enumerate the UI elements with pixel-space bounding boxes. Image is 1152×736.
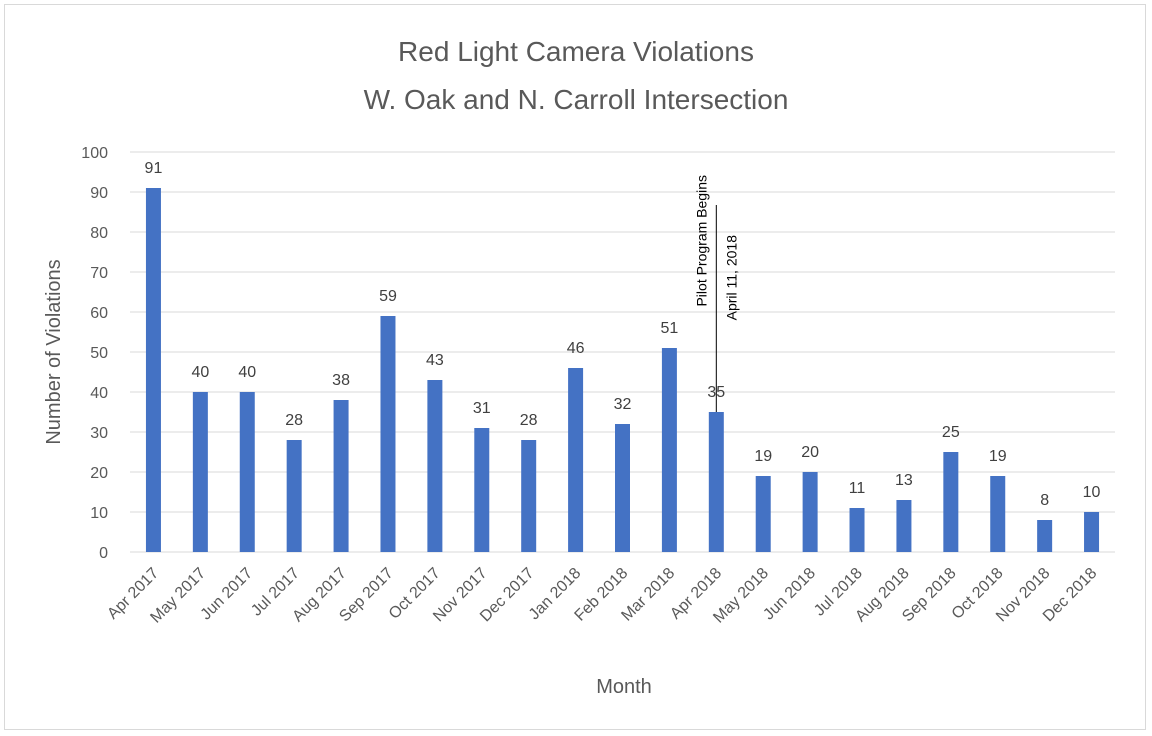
data-label: 43 bbox=[426, 352, 444, 369]
annotation-text-line-2: April 11, 2018 bbox=[723, 235, 739, 321]
bar bbox=[661, 348, 677, 552]
bars bbox=[145, 188, 1100, 552]
data-label: 51 bbox=[661, 320, 679, 337]
data-label: 46 bbox=[567, 340, 585, 357]
y-axis-title: Number of Violations bbox=[43, 259, 65, 444]
y-tick-label: 70 bbox=[90, 265, 108, 282]
y-tick-label: 40 bbox=[90, 385, 108, 402]
y-axis-ticks: 0 10 20 30 40 50 60 70 80 90 100 bbox=[81, 145, 108, 562]
data-label: 59 bbox=[379, 288, 397, 305]
bar bbox=[333, 400, 349, 552]
bar bbox=[802, 472, 818, 552]
data-label: 19 bbox=[754, 448, 772, 465]
bar bbox=[615, 424, 630, 552]
bar bbox=[849, 508, 865, 552]
data-label: 31 bbox=[473, 400, 491, 417]
chart-title-line-1: Red Light Camera Violations bbox=[398, 36, 754, 67]
bar bbox=[1037, 520, 1053, 552]
data-label: 91 bbox=[145, 160, 163, 177]
bar bbox=[145, 188, 161, 552]
y-tick-label: 90 bbox=[90, 185, 108, 202]
bar bbox=[192, 392, 208, 552]
data-label: 28 bbox=[520, 412, 538, 429]
data-label: 13 bbox=[895, 472, 913, 489]
data-label: 10 bbox=[1083, 484, 1101, 501]
y-tick-label: 10 bbox=[90, 505, 108, 522]
data-label: 20 bbox=[801, 444, 819, 461]
data-label: 19 bbox=[989, 448, 1007, 465]
y-tick-label: 80 bbox=[90, 225, 108, 242]
data-label: 25 bbox=[942, 424, 960, 441]
bar bbox=[1084, 512, 1100, 552]
data-label: 11 bbox=[849, 480, 866, 497]
y-tick-label: 50 bbox=[90, 345, 108, 362]
data-label: 28 bbox=[285, 412, 303, 429]
x-tick-label: Jun 2017 bbox=[198, 565, 257, 624]
data-label: 32 bbox=[614, 396, 632, 413]
annotation-text-line-1: Pilot Program Begins bbox=[693, 175, 709, 307]
chart-title-line-2: W. Oak and N. Carroll Intersection bbox=[364, 84, 789, 115]
data-label: 38 bbox=[332, 372, 350, 389]
bar bbox=[943, 452, 959, 552]
x-tick-label: Jun 2018 bbox=[760, 565, 819, 624]
bar bbox=[568, 368, 584, 552]
bar bbox=[521, 440, 537, 552]
pilot-program-annotation: Pilot Program Begins April 11, 2018 bbox=[693, 175, 739, 412]
bar bbox=[427, 380, 443, 552]
bar bbox=[239, 392, 255, 552]
bar bbox=[896, 500, 912, 552]
y-tick-label: 20 bbox=[90, 465, 108, 482]
y-tick-label: 60 bbox=[90, 305, 108, 322]
data-label: 40 bbox=[191, 364, 209, 381]
bar bbox=[755, 476, 771, 552]
y-tick-label: 0 bbox=[99, 545, 108, 562]
bar bbox=[286, 440, 302, 552]
data-label: 40 bbox=[238, 364, 256, 381]
y-tick-label: 30 bbox=[90, 425, 108, 442]
chart-frame: Red Light Camera Violations W. Oak and N… bbox=[4, 4, 1146, 730]
y-tick-label: 100 bbox=[81, 145, 108, 162]
x-axis-title: Month bbox=[596, 676, 652, 698]
bar bbox=[474, 428, 490, 552]
bar-chart: Red Light Camera Violations W. Oak and N… bbox=[43, 36, 1115, 698]
data-label: 8 bbox=[1040, 492, 1049, 509]
bar bbox=[708, 412, 724, 552]
bar bbox=[380, 316, 396, 552]
bar bbox=[990, 476, 1006, 552]
